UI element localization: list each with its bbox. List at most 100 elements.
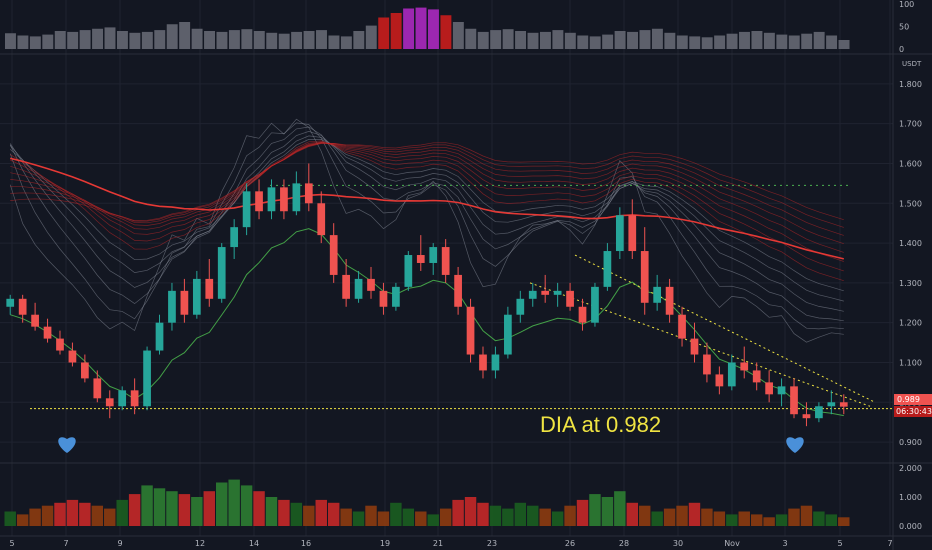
price-tick-label: 1.200 xyxy=(899,319,922,328)
candle-body xyxy=(367,278,375,291)
volume-bar xyxy=(688,502,701,526)
time-tick-label: 7 xyxy=(887,539,892,548)
oscillator-bar xyxy=(465,28,477,49)
volume-bar xyxy=(203,491,215,526)
oscillator-bar xyxy=(539,31,551,49)
candle-body xyxy=(81,362,89,379)
oscillator-bar xyxy=(639,30,651,49)
volume-bar xyxy=(253,491,265,526)
volume-bar xyxy=(352,511,365,526)
oscillator-bar xyxy=(291,31,303,49)
candle-body xyxy=(155,322,164,351)
candle-body xyxy=(441,247,450,275)
volume-bar xyxy=(539,508,551,526)
oscillator-bar xyxy=(141,31,153,49)
candle-body xyxy=(404,255,413,287)
oscillator-bar xyxy=(801,33,813,49)
candle-body xyxy=(839,402,848,407)
oscillator-bar xyxy=(166,24,178,49)
oscillator-bar xyxy=(440,15,452,49)
oscillator-bar xyxy=(266,32,278,49)
candle-body xyxy=(18,298,27,315)
oscillator-bar xyxy=(552,30,564,49)
price-tick-label: 1.700 xyxy=(899,120,922,129)
oscillator-bar xyxy=(129,32,141,49)
oscillator-bar xyxy=(104,27,116,49)
ribbon-line xyxy=(10,142,844,221)
oscillator-bar xyxy=(651,28,663,49)
time-tick-label: 21 xyxy=(433,539,443,548)
top-axis-tick-label: 50 xyxy=(899,23,909,32)
candle-body xyxy=(317,203,326,236)
volume-bar xyxy=(464,497,477,526)
volume-bar xyxy=(29,508,41,526)
candle-body xyxy=(105,398,114,407)
volume-bar xyxy=(614,491,626,526)
candle-body xyxy=(665,286,674,315)
slow-moving-average xyxy=(10,157,844,260)
candle-body xyxy=(715,374,724,387)
volume-bar xyxy=(265,497,278,526)
candle-body xyxy=(491,354,500,371)
time-tick-label: Nov xyxy=(724,539,740,548)
oscillator-bar xyxy=(67,31,79,49)
volume-bar xyxy=(576,499,589,526)
price-tick-label: 1.600 xyxy=(899,159,922,168)
time-tick-label: 5 xyxy=(837,539,842,548)
oscillator-bar xyxy=(714,35,726,49)
oscillator-bar xyxy=(303,31,315,49)
candle-body xyxy=(118,390,127,407)
oscillator-bar xyxy=(676,35,688,49)
time-tick-label: 16 xyxy=(301,539,311,548)
candle-body xyxy=(354,278,363,299)
candle-body xyxy=(578,306,587,323)
volume-bar xyxy=(676,505,688,526)
candle-body xyxy=(56,338,64,351)
time-tick-label: 23 xyxy=(487,539,497,548)
ribbon-line xyxy=(10,142,844,262)
candle-body xyxy=(765,382,773,395)
oscillator-bar xyxy=(838,40,850,49)
oscillator-bar xyxy=(689,36,701,49)
candle-body xyxy=(205,278,214,299)
oscillator-bar xyxy=(751,31,763,49)
candle-body xyxy=(827,402,836,407)
grid-lines xyxy=(0,0,893,536)
oscillator-bar xyxy=(92,28,104,49)
time-tick-label: 30 xyxy=(673,539,683,548)
volume-bar xyxy=(713,511,726,526)
oscillator-bar xyxy=(278,33,290,49)
volume-bar xyxy=(54,502,66,526)
candle-body xyxy=(815,406,823,419)
oscillator-bar xyxy=(776,34,788,49)
ribbon-line xyxy=(10,142,844,228)
volume-bar xyxy=(564,505,576,526)
oscillator-bar xyxy=(340,36,352,49)
candle-body xyxy=(479,354,487,371)
candle-body xyxy=(416,255,425,263)
time-tick-label: 9 xyxy=(117,539,122,548)
oscillator-bar xyxy=(664,32,676,49)
oscillator-bar xyxy=(241,29,253,49)
candle-body xyxy=(504,314,512,355)
oscillator-pane xyxy=(5,7,850,50)
candle-body xyxy=(628,215,637,252)
candle-body xyxy=(553,290,562,295)
oscillator-bar xyxy=(739,31,750,49)
oscillator-bar xyxy=(614,31,626,49)
channel-line-upper xyxy=(574,254,876,403)
volume-bar xyxy=(527,505,539,526)
top-axis-tick-label: 100 xyxy=(899,0,914,9)
oscillator-bar xyxy=(378,17,390,49)
time-tick-label: 26 xyxy=(565,539,575,548)
candle-body xyxy=(379,290,388,307)
oscillator-bar xyxy=(316,30,327,49)
candle-body xyxy=(566,290,574,307)
candle-body xyxy=(267,187,276,212)
candle-body xyxy=(217,247,226,299)
volume-bar xyxy=(701,508,713,526)
candle-body xyxy=(603,251,612,287)
candle-body xyxy=(429,247,438,263)
candle-body xyxy=(31,314,39,327)
